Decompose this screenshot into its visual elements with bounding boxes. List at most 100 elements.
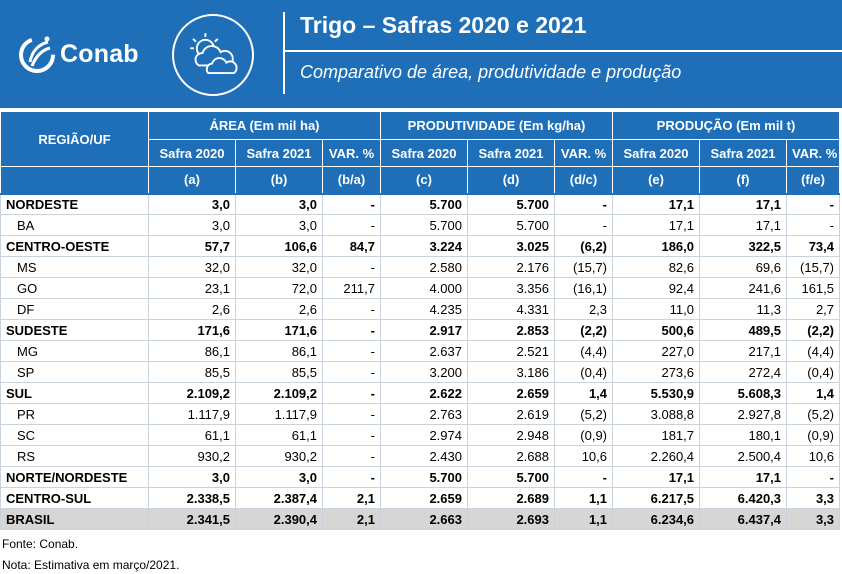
table-cell: 272,4: [699, 361, 788, 383]
table-cell: 92,4: [612, 277, 701, 299]
table-cell: 241,6: [699, 277, 788, 299]
table-cell: 4.235: [380, 298, 468, 320]
logo-text: Conab: [60, 40, 139, 68]
region-name: BRASIL: [0, 508, 149, 530]
letter-header: (d/c): [553, 166, 614, 194]
table-cell: 1,1: [553, 508, 614, 530]
header-divider-horizontal: [285, 50, 842, 52]
table-cell: 2,3: [553, 298, 614, 320]
table-cell: 180,1: [699, 424, 788, 446]
table-cell: (2,2): [786, 319, 841, 341]
table-cell: 2.622: [380, 382, 468, 404]
partly-cloudy-weather-icon: [172, 14, 254, 96]
table-cell: 2.663: [380, 508, 468, 530]
table-cell: 930,2: [148, 445, 236, 467]
table-cell: 3.088,8: [612, 403, 701, 425]
table-cell: 5.700: [380, 466, 468, 488]
table-cell: 1.117,9: [235, 403, 323, 425]
source-note: Fonte: Conab.: [2, 537, 79, 551]
letter-header: (f/e): [786, 166, 841, 194]
region-name: NORDESTE: [0, 192, 149, 215]
table-cell: 61,1: [148, 424, 236, 446]
conab-logo: Conab: [18, 30, 148, 80]
table-cell: 23,1: [148, 277, 236, 299]
letter-header: (f): [699, 166, 788, 194]
table-cell: 2,1: [322, 508, 381, 530]
table-cell: (0,9): [553, 424, 614, 446]
table-cell: 11,0: [612, 298, 701, 320]
table-cell: 17,1: [699, 192, 788, 215]
table-row: SUL 2.109,2 2.109,2-2.622 2.659 1,4 5.530,9 5.…: [0, 382, 841, 404]
table-cell: 2.580: [380, 256, 468, 278]
table-cell: 2.619: [467, 403, 555, 425]
table-cell: 2.500,4: [699, 445, 788, 467]
region-name: SUDESTE: [0, 319, 149, 341]
table-cell: 2.109,2: [235, 382, 323, 404]
table-cell: 2,1: [322, 487, 381, 509]
group-header-production: PRODUÇÃO (Em mil t): [612, 111, 841, 140]
table-cell: 2.659: [467, 382, 555, 404]
region-name: PR: [0, 403, 149, 425]
table-cell: 227,0: [612, 340, 701, 362]
table-cell: -: [322, 466, 381, 488]
table-cell: 6.420,3: [699, 487, 788, 509]
table-row: PR 1.117,9 1.117,9-2.763 2.619 (5,2) 3.088,8 2…: [0, 403, 841, 425]
table-row: BA 3,0 3,0-5.700 5.700-17,1 17,1-: [0, 214, 841, 236]
table-cell: 500,6: [612, 319, 701, 341]
region-name: BA: [0, 214, 149, 236]
table-cell: 32,0: [235, 256, 323, 278]
table-row: DF 2,6 2,6-4.235 4.331 2,3 11,0 11,3 2,7: [0, 298, 841, 320]
table-cell: 171,6: [235, 319, 323, 341]
table-cell: 2.387,4: [235, 487, 323, 509]
table-cell: 2.948: [467, 424, 555, 446]
header-banner: Conab Trigo – Safras 2020 e 2021 Compara…: [0, 0, 842, 108]
region-name: SP: [0, 361, 149, 383]
table-row: GO 23,1 72,0 211,7 4.000 3.356 (16,1) 92,4 241,6…: [0, 277, 841, 299]
table-cell: 5.700: [380, 214, 468, 236]
table-cell: 273,6: [612, 361, 701, 383]
letter-header: (d): [467, 166, 555, 194]
table-row: NORDESTE 3,0 3,0-5.700 5.700-17,1 17,1-: [0, 192, 841, 215]
table-cell: 3,0: [235, 214, 323, 236]
table-cell: -: [786, 192, 841, 215]
table-cell: 85,5: [235, 361, 323, 383]
table-row: SC 61,1 61,1-2.974 2.948 (0,9) 181,7 180,1 (0,9…: [0, 424, 841, 446]
table-row: SP 85,5 85,5-3.200 3.186 (0,4) 273,6 272,4 (0,4…: [0, 361, 841, 383]
table-cell: 3,0: [148, 466, 236, 488]
table-cell: -: [322, 319, 381, 341]
table-cell: 17,1: [699, 466, 788, 488]
table-row: BRASIL 2.341,5 2.390,4 2,1 2.663 2.693 1,1 6.23…: [0, 508, 841, 530]
table-cell: 2.659: [380, 487, 468, 509]
region-name: RS: [0, 445, 149, 467]
table-cell: 2.260,4: [612, 445, 701, 467]
table-cell: 3.224: [380, 235, 468, 257]
table-cell: 10,6: [553, 445, 614, 467]
region-name: SC: [0, 424, 149, 446]
table-cell: -: [553, 466, 614, 488]
notes: Fonte: Conab. Nota: Estimativa em março/…: [2, 534, 179, 574]
table-cell: 2.693: [467, 508, 555, 530]
table-cell: 322,5: [699, 235, 788, 257]
table-cell: 930,2: [235, 445, 323, 467]
table-cell: 3,0: [148, 192, 236, 215]
subheader: Safra 2020: [148, 139, 236, 167]
table-cell: 3,3: [786, 487, 841, 509]
table-row: CENTRO-SUL 2.338,5 2.387,4 2,1 2.659 2.689 1,1…: [0, 487, 841, 509]
table-cell: 1,1: [553, 487, 614, 509]
table-cell: 2.521: [467, 340, 555, 362]
table-cell: (2,2): [553, 319, 614, 341]
table-cell: 5.700: [467, 466, 555, 488]
table-cell: (4,4): [786, 340, 841, 362]
table-cell: 85,5: [148, 361, 236, 383]
table-cell: 6.217,5: [612, 487, 701, 509]
table-cell: 4.331: [467, 298, 555, 320]
table-cell: -: [553, 192, 614, 215]
table-cell: -: [322, 192, 381, 215]
subheader: Safra 2020: [612, 139, 701, 167]
letter-header: (b/a): [322, 166, 381, 194]
table-cell: 5.700: [467, 192, 555, 215]
letter-header: (e): [612, 166, 701, 194]
subheader: Safra 2021: [467, 139, 555, 167]
table-cell: -: [322, 445, 381, 467]
table-cell: (15,7): [553, 256, 614, 278]
